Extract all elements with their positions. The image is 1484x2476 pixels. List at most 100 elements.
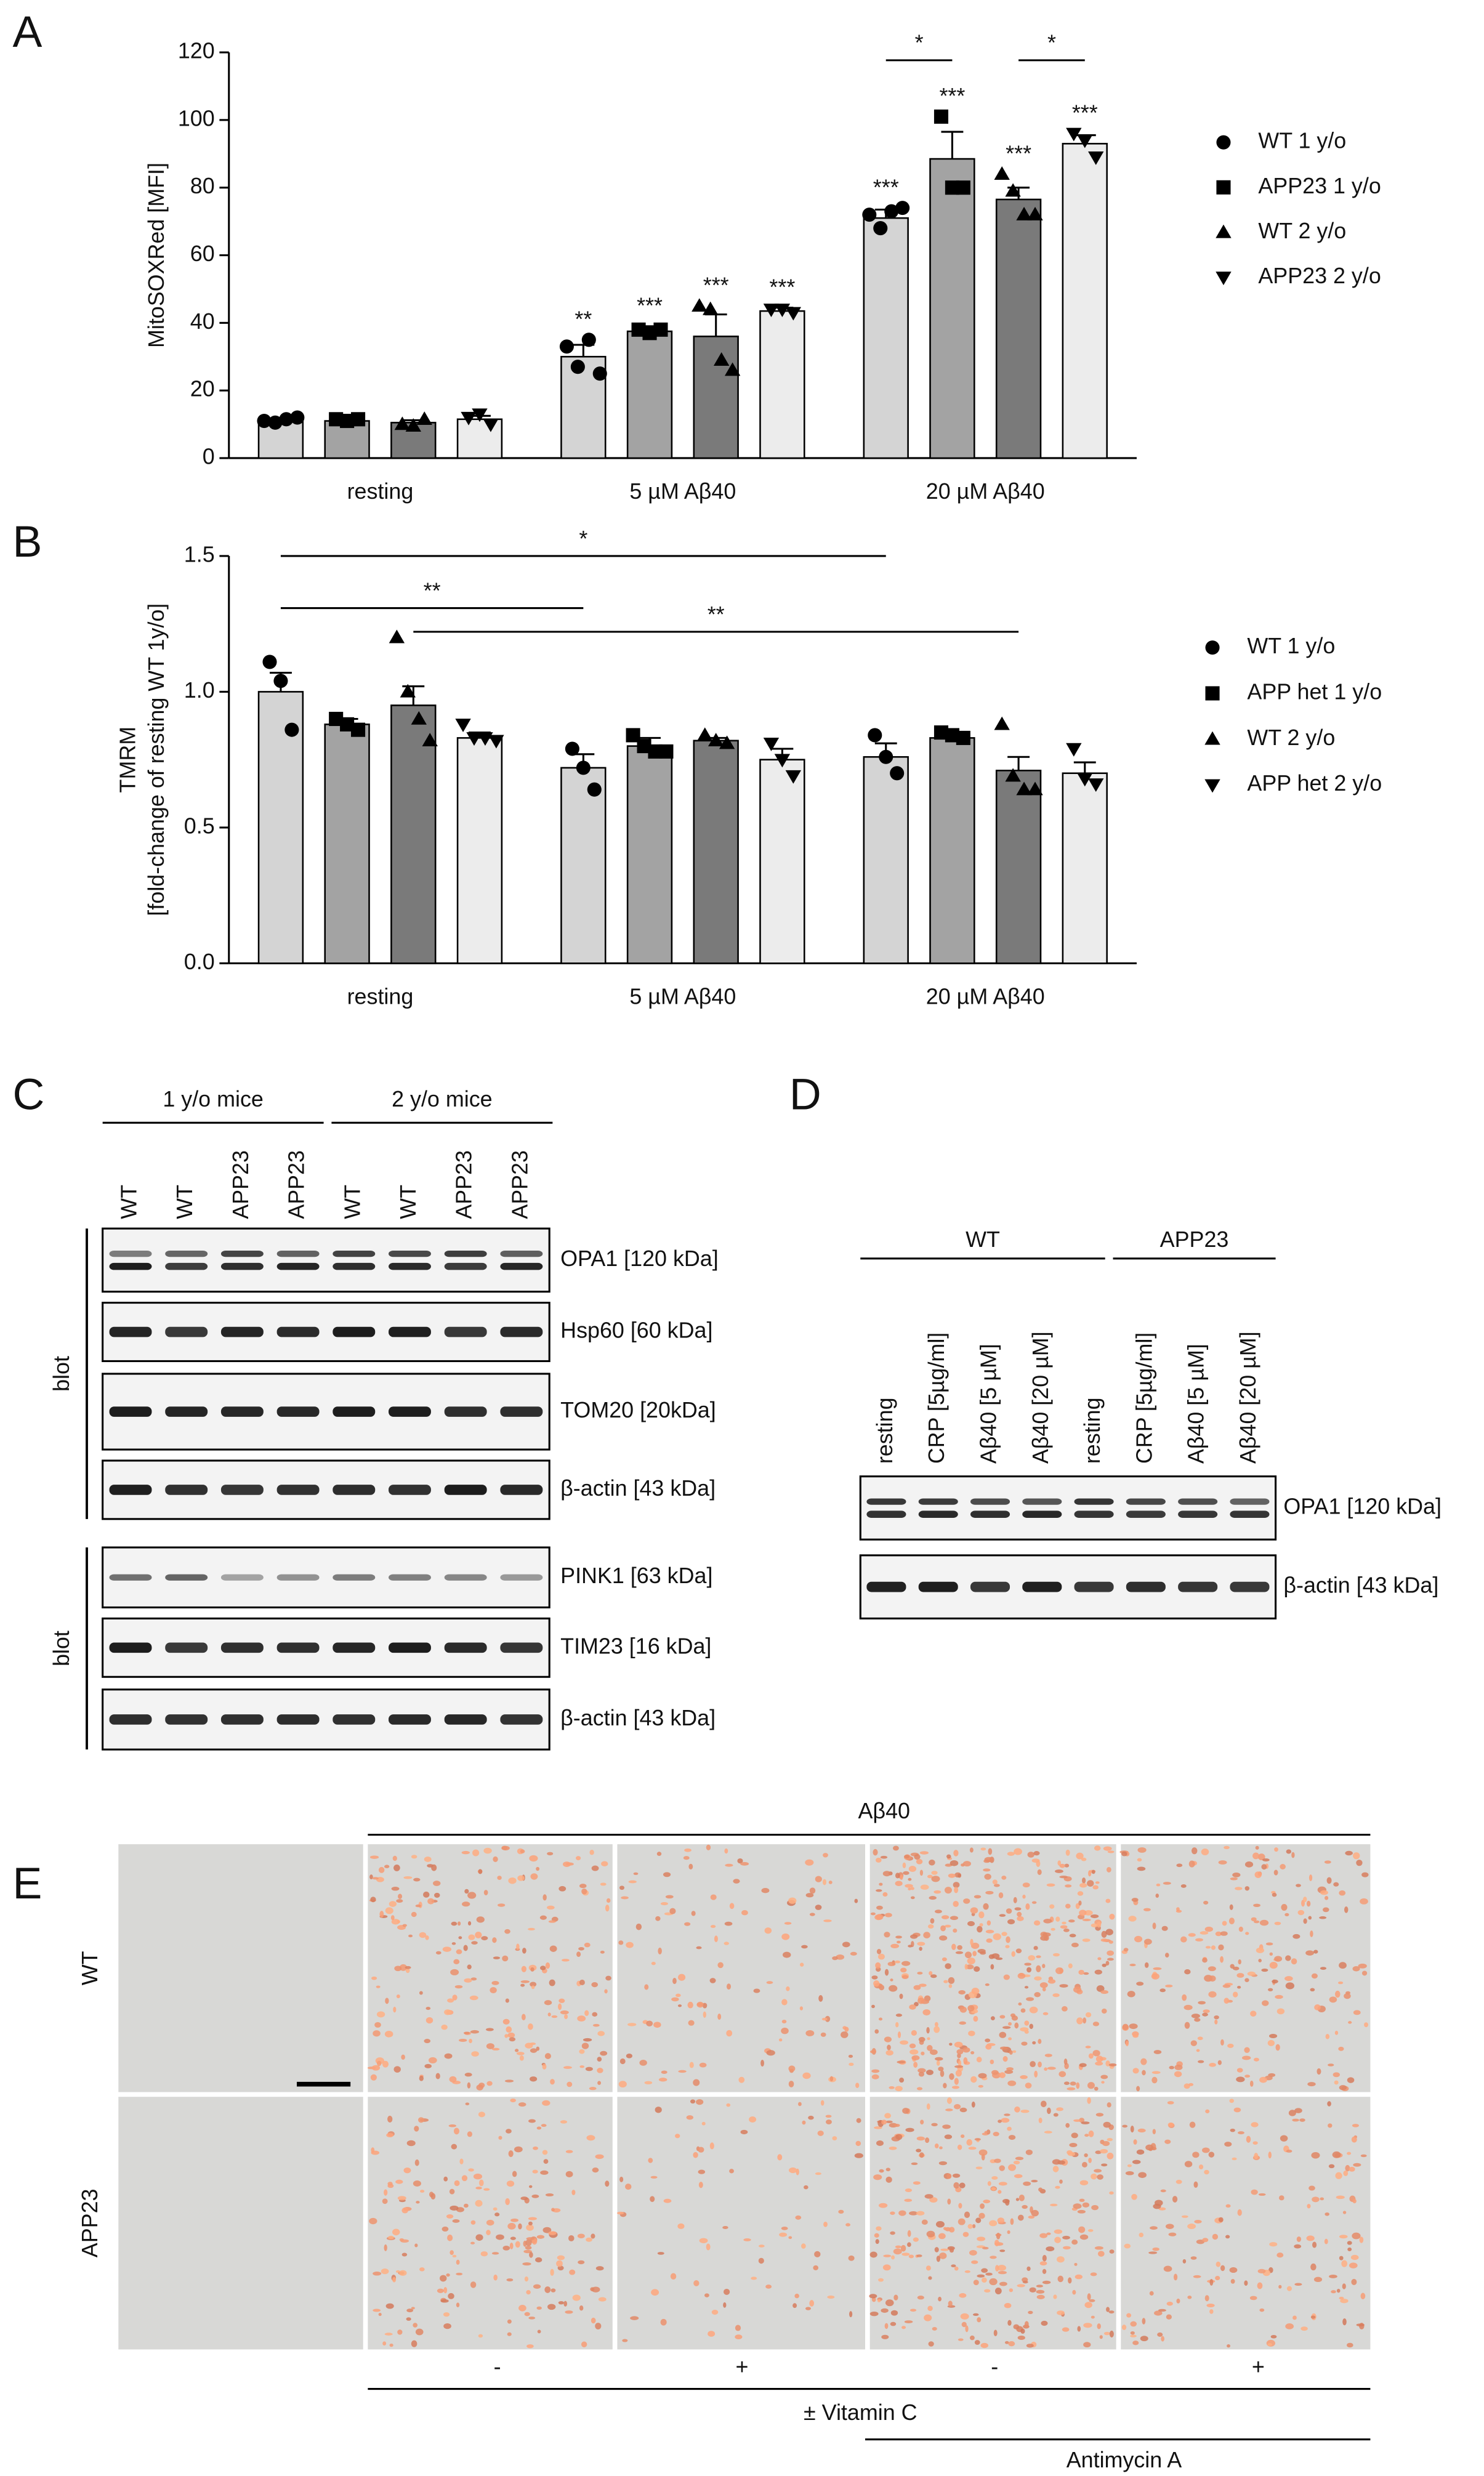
blot-band — [500, 1262, 543, 1270]
cell — [1350, 2254, 1359, 2260]
cell — [813, 2265, 819, 2270]
cell — [1167, 2122, 1174, 2127]
cell — [931, 1876, 940, 1882]
cell — [1143, 1938, 1152, 1945]
cell — [891, 2255, 895, 2260]
cell — [710, 1894, 717, 1900]
cell — [944, 2134, 953, 2139]
cell — [1153, 2050, 1162, 2054]
cell — [900, 1967, 907, 1973]
cell — [1294, 2244, 1302, 2249]
cell — [371, 1976, 377, 1980]
cell — [590, 2287, 595, 2291]
cell — [1151, 1973, 1159, 1980]
cell — [1216, 2261, 1221, 2267]
cell — [1105, 1961, 1110, 1966]
cell — [1132, 2341, 1139, 2345]
cell — [514, 2146, 523, 2153]
cell — [1031, 2209, 1039, 2217]
cell — [910, 1934, 918, 1939]
cell — [648, 2158, 653, 2163]
cell — [425, 2017, 434, 2024]
cell — [564, 2014, 568, 2020]
cell — [470, 2281, 477, 2288]
cell — [1077, 1891, 1084, 1896]
cell — [1326, 1877, 1332, 1884]
cell — [498, 2135, 502, 2140]
cell — [567, 2081, 573, 2087]
significance-label: *** — [769, 275, 795, 299]
cell — [425, 1935, 429, 1940]
cell — [1024, 1986, 1029, 1989]
bar — [693, 740, 739, 964]
cell — [1037, 1869, 1042, 1876]
cell — [1218, 2217, 1224, 2222]
cell — [802, 2120, 806, 2125]
cell — [1108, 1940, 1113, 1944]
cell — [909, 2049, 919, 2055]
cell — [536, 2126, 542, 2130]
cell — [507, 2032, 515, 2038]
cell — [921, 2051, 925, 2055]
blot-band — [444, 1262, 487, 1270]
cell — [506, 2180, 515, 2187]
cell — [890, 2231, 895, 2235]
cell — [985, 2272, 993, 2276]
cell — [1209, 1975, 1216, 1982]
cell — [815, 1876, 822, 1882]
bar — [456, 418, 503, 459]
blot-band — [444, 1251, 487, 1257]
cell — [993, 1884, 1000, 1887]
cell — [1275, 1994, 1283, 1999]
blot-band — [500, 1406, 543, 1417]
cell — [1252, 2141, 1258, 2145]
cell — [1278, 2284, 1282, 2289]
lane-label: WT — [172, 1185, 197, 1219]
cell — [952, 2173, 961, 2178]
cell — [1202, 2012, 1208, 2017]
blot-label: OPA1 [120 kDa] — [1283, 1494, 1442, 1518]
cell — [537, 2329, 541, 2334]
cell — [374, 2022, 381, 2028]
lane-label: resting — [873, 1397, 897, 1464]
cell — [1230, 2128, 1235, 2132]
cell — [940, 1925, 946, 1932]
data-point — [576, 760, 591, 775]
cell — [1360, 2293, 1366, 2299]
cell — [392, 2276, 397, 2283]
cell — [815, 1905, 822, 1910]
cell — [600, 1950, 605, 1954]
bar — [929, 158, 975, 459]
cell — [969, 1847, 974, 1853]
cell — [984, 2131, 988, 2134]
cell — [893, 2248, 902, 2255]
cell — [476, 1916, 485, 1923]
cell — [601, 1861, 608, 1867]
cell — [453, 1959, 460, 1965]
data-point — [329, 711, 344, 727]
cell — [548, 1920, 556, 1923]
cell — [984, 1873, 991, 1880]
cell — [1082, 2202, 1090, 2208]
cell — [976, 2057, 982, 2063]
cell — [895, 2086, 903, 2092]
cell — [931, 2123, 938, 2127]
cell — [528, 2023, 533, 2030]
cell — [1059, 1984, 1068, 1988]
cell — [491, 2252, 499, 2255]
blot-band — [1126, 1498, 1166, 1505]
cell — [729, 1903, 735, 1909]
cell — [435, 1951, 442, 1955]
data-point — [587, 782, 602, 797]
cell — [1262, 1858, 1270, 1862]
cell — [475, 1931, 482, 1938]
cell — [1068, 1919, 1075, 1923]
cell — [919, 1983, 927, 1987]
cell — [373, 2309, 381, 2312]
legend-label: APP het 2 y/o — [1247, 771, 1382, 796]
cell — [1064, 1863, 1070, 1868]
cell — [1017, 1911, 1022, 1917]
cell — [1307, 2082, 1316, 2087]
cell — [1036, 1860, 1041, 1867]
cell — [447, 1998, 454, 2003]
